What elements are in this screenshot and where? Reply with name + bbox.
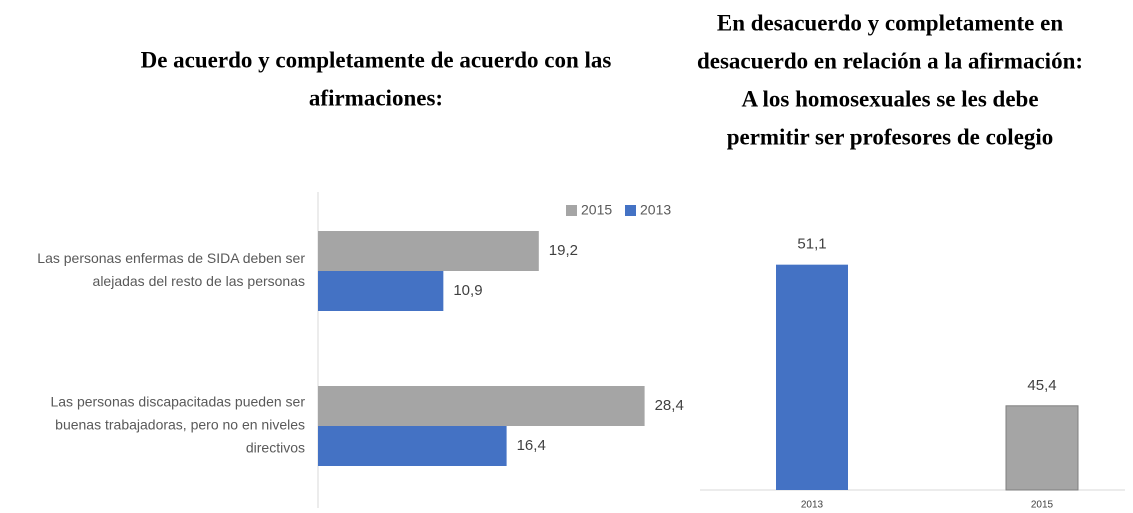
legend-label: 2015 [581, 202, 612, 218]
bar [1005, 405, 1079, 491]
value-label: 51,1 [797, 236, 826, 253]
value-label: 19,2 [549, 242, 578, 259]
chart-title: En desacuerdo y completamente en [717, 10, 1063, 35]
legend-swatch [566, 205, 577, 216]
chart-title: desacuerdo en relación a la afirmación: [697, 48, 1083, 73]
x-tick-label: 2013 [801, 500, 824, 511]
legend-label: 2013 [640, 202, 671, 218]
chart-title: De acuerdo y completamente de acuerdo co… [141, 47, 612, 72]
category-label: Las personas enfermas de SIDA deben ser [37, 250, 305, 266]
chart-title: A los homosexuales se les debe [741, 86, 1038, 111]
chart-title: afirmaciones: [309, 85, 443, 110]
value-label: 28,4 [655, 397, 684, 414]
category-label: alejadas del resto de las personas [93, 273, 305, 289]
chart-title: permitir ser profesores de colegio [727, 124, 1054, 149]
value-label: 45,4 [1027, 377, 1056, 394]
value-label: 10,9 [453, 282, 482, 299]
x-tick-label: 2015 [1031, 500, 1054, 511]
category-label: Las personas discapacitadas pueden ser [50, 394, 305, 410]
bar [318, 426, 507, 466]
bar [318, 231, 539, 271]
bar [776, 264, 848, 490]
category-label: directivos [246, 440, 305, 456]
bar [318, 386, 645, 426]
value-label: 16,4 [517, 437, 546, 454]
legend-swatch [625, 205, 636, 216]
category-label: buenas trabajadoras, pero no en niveles [55, 417, 305, 433]
bar [318, 271, 444, 311]
